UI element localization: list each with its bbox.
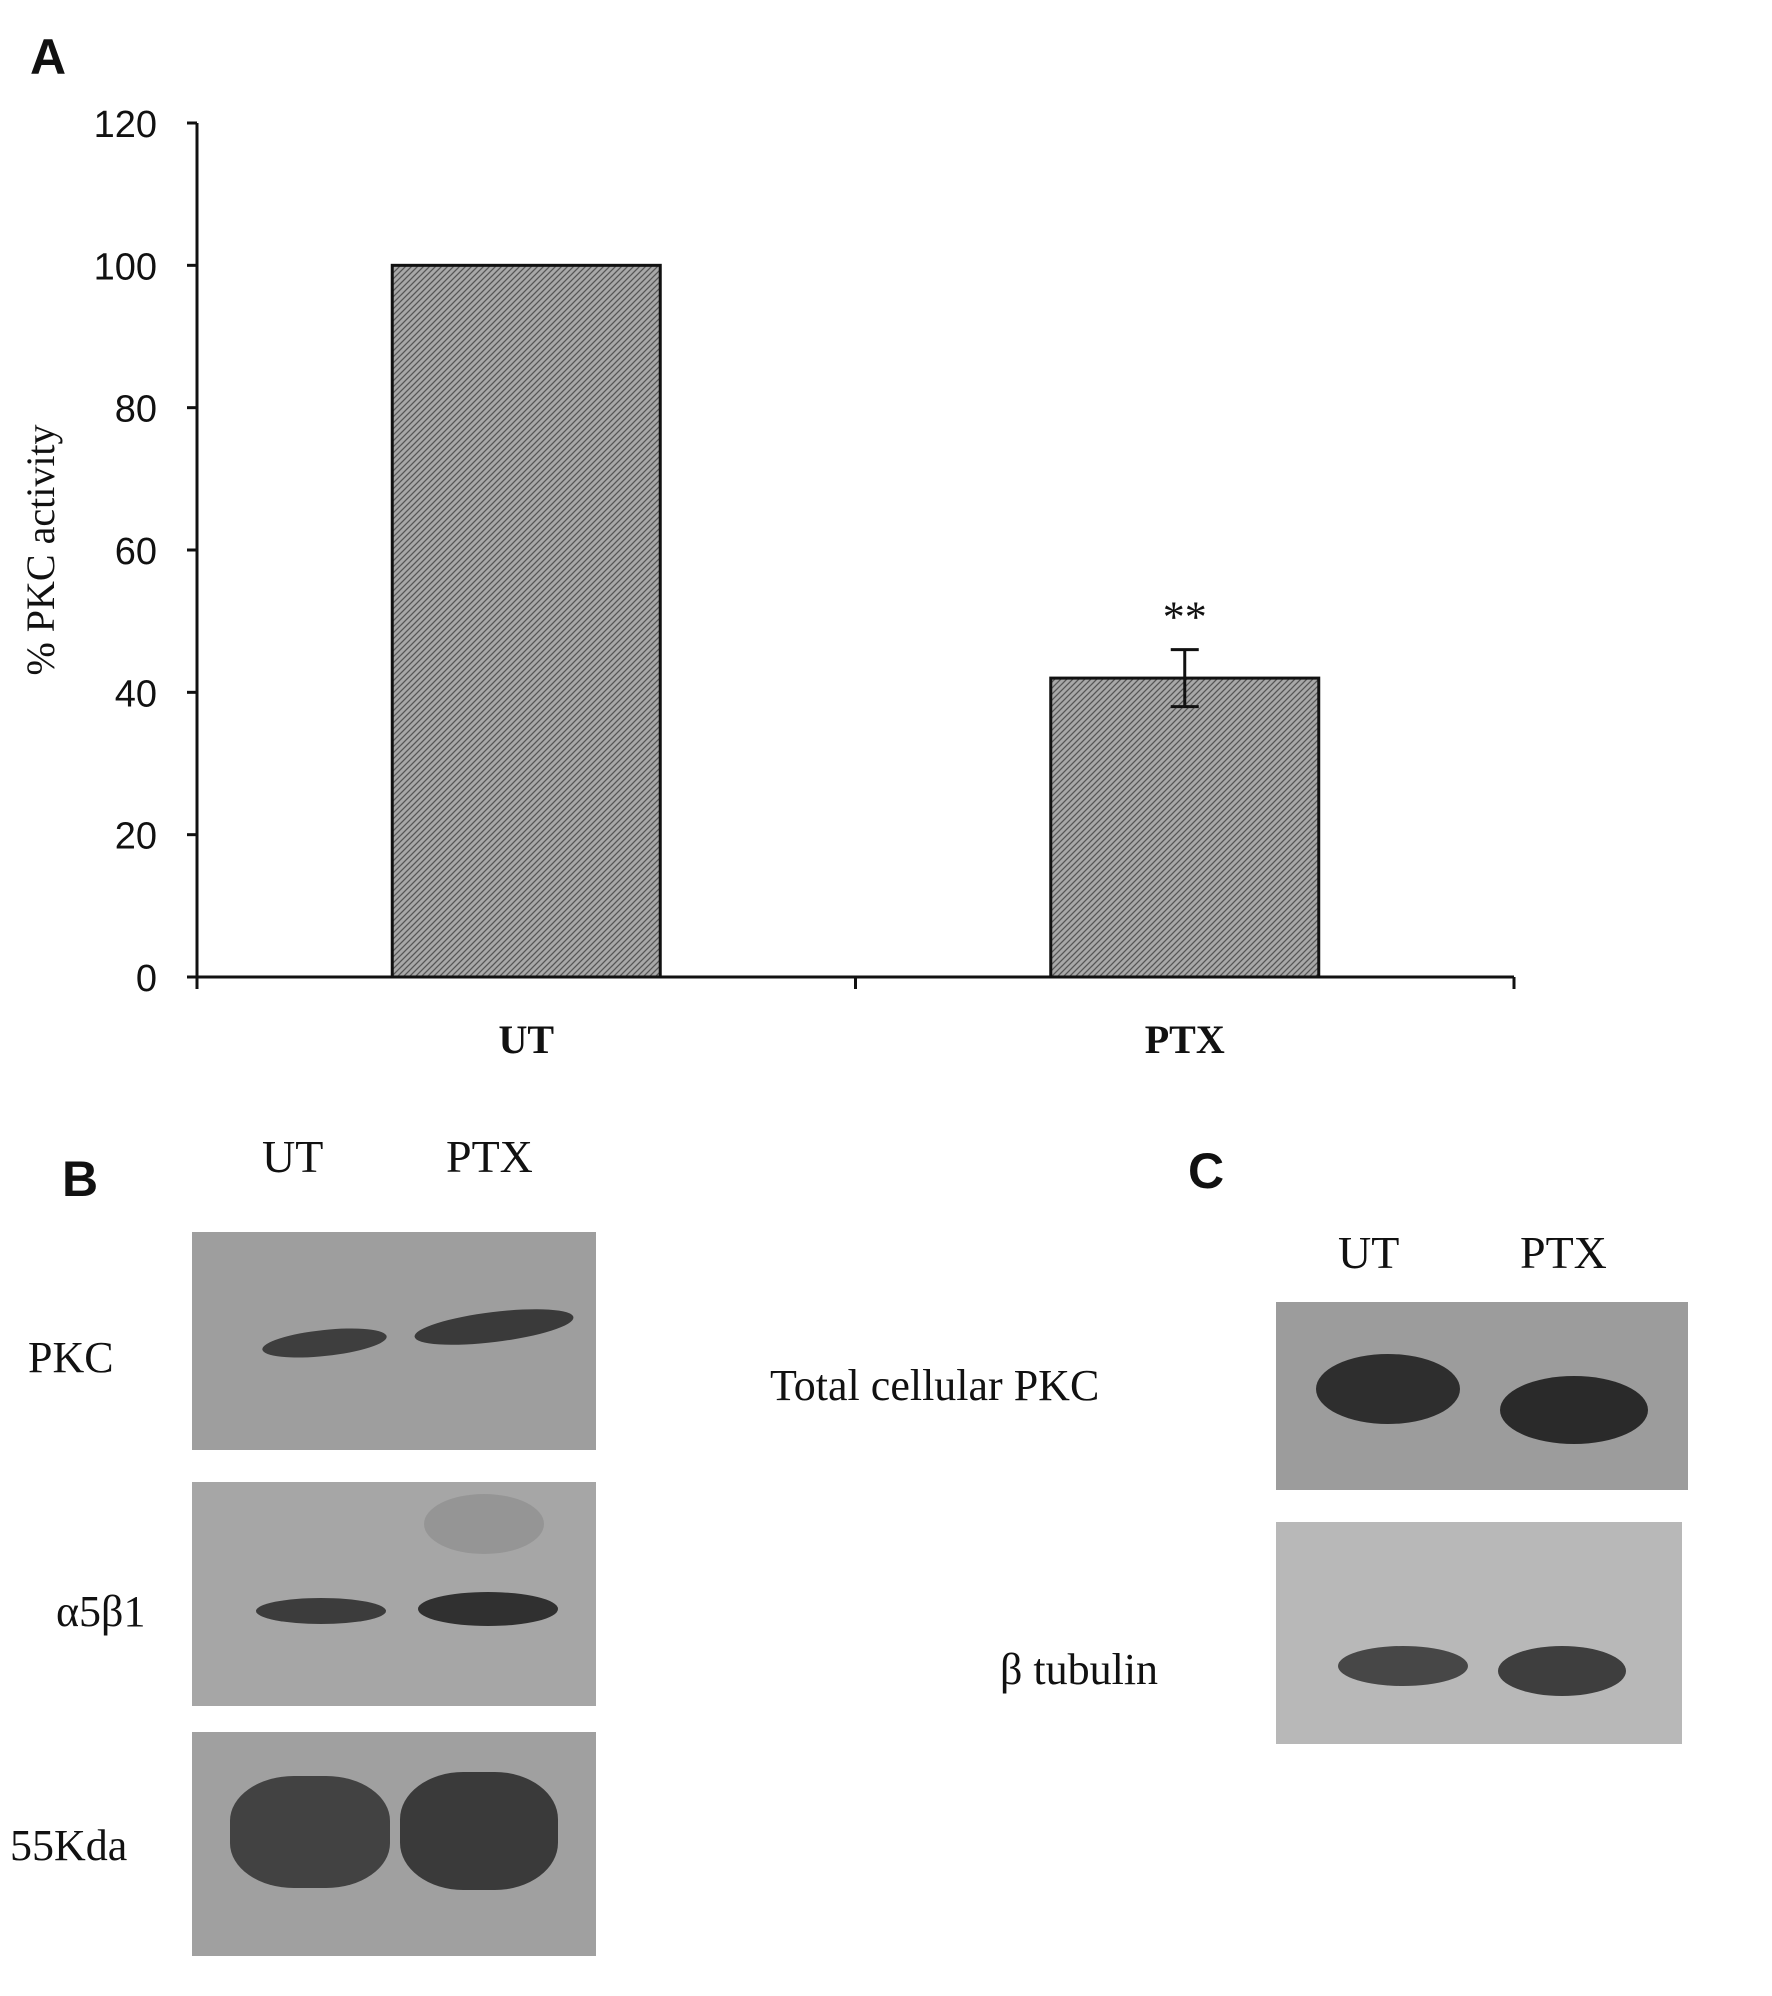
panel-a-letter: A: [30, 29, 67, 85]
band-55kda-ut: [230, 1776, 390, 1888]
band-a5b1-ptx-faint: [424, 1494, 544, 1554]
band-total-pkc-ut: [1316, 1354, 1460, 1424]
y-tick-label: 120: [94, 104, 157, 146]
y-axis-label: % PKC activity: [18, 424, 63, 675]
band-b-tubulin-ptx: [1498, 1646, 1626, 1696]
panel-b-row-a5b1: α5β1: [56, 1587, 146, 1636]
panel-b-blot-55kda: [192, 1732, 596, 1956]
band-a5b1-ut: [256, 1598, 386, 1624]
y-tick-label: 80: [115, 389, 157, 431]
panel-b-row-pkc: PKC: [28, 1333, 114, 1382]
bar-ptx: [1049, 676, 1321, 979]
panel-b-blot-a5b1: [192, 1482, 596, 1706]
y-tick-label: 20: [115, 816, 157, 858]
x-tick-label: UT: [498, 1017, 554, 1062]
panel-b-lane-ut: UT: [262, 1131, 324, 1182]
panel-c-row-total-pkc: Total cellular PKC: [770, 1361, 1100, 1410]
y-tick-label: 0: [136, 958, 157, 1000]
y-tick-label: 40: [115, 673, 157, 715]
panel-c-lane-ptx: PTX: [1520, 1227, 1607, 1278]
band-55kda-ptx: [400, 1772, 558, 1890]
band-total-pkc-ptx: [1500, 1376, 1648, 1444]
band-pkc-ut: [260, 1323, 389, 1363]
pkc-activity-chart: 0 20 40 60 80 100 120 % PKC activity UT PTX **: [18, 104, 1516, 1062]
panel-b-letter: B: [62, 1151, 99, 1207]
bar-ut: [390, 263, 662, 979]
panel-c-letter: C: [1188, 1143, 1225, 1199]
significance-annotation: **: [1163, 593, 1207, 642]
panel-c-blot-b-tubulin: [1276, 1522, 1682, 1744]
band-pkc-ptx: [412, 1302, 576, 1352]
panel-b-lane-ptx: PTX: [446, 1131, 533, 1182]
panel-c-row-b-tubulin: β tubulin: [1000, 1645, 1159, 1694]
panel-b-blot-pkc: [192, 1232, 596, 1450]
panel-c-blot-total-pkc: [1276, 1302, 1688, 1490]
panel-b-row-55kda: 55Kda: [10, 1821, 128, 1870]
x-tick-label: PTX: [1145, 1017, 1225, 1062]
y-tick-label: 60: [115, 531, 157, 573]
y-tick-label: 100: [94, 246, 157, 288]
panel-c-lane-ut: UT: [1338, 1227, 1400, 1278]
band-b-tubulin-ut: [1338, 1646, 1468, 1686]
band-a5b1-ptx: [418, 1592, 558, 1626]
